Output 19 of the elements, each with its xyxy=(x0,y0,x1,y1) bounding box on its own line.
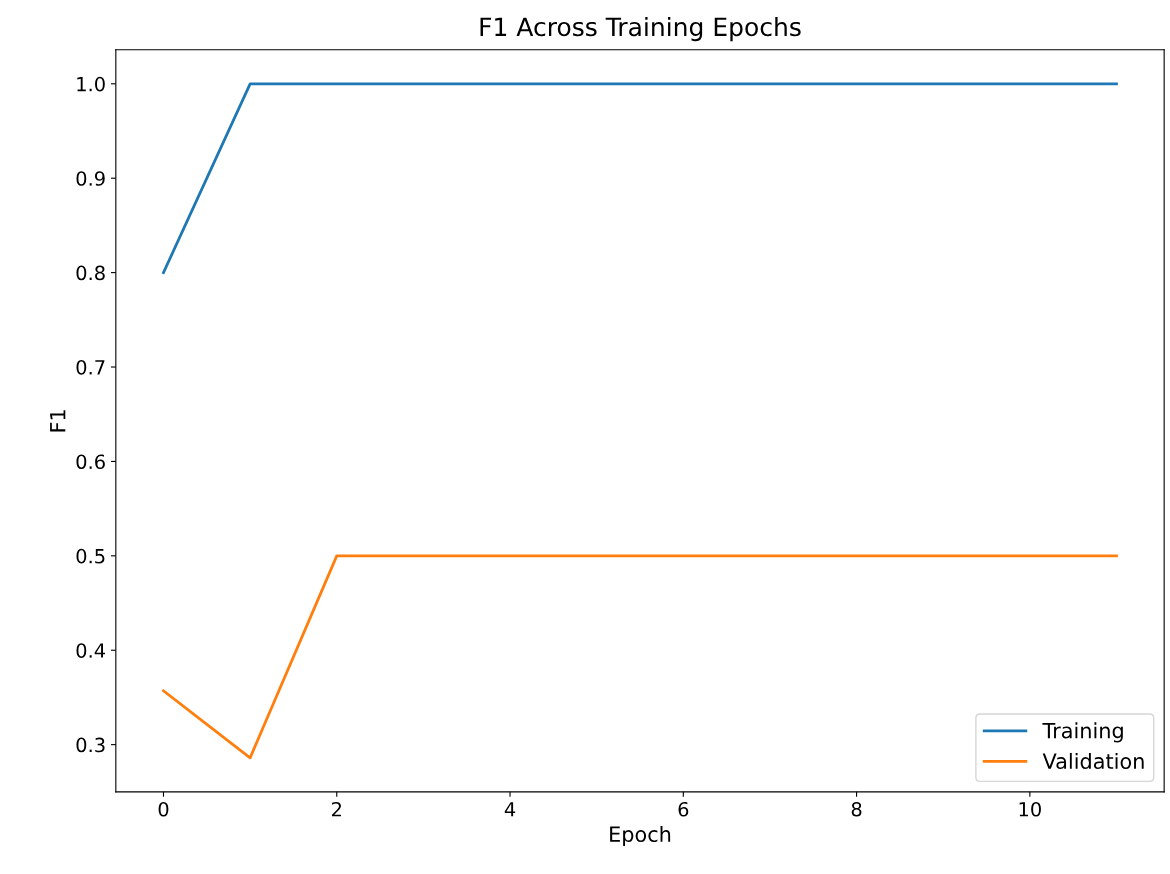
y-tick-label: 0.4 xyxy=(76,643,106,658)
y-axis-title: F1 xyxy=(50,410,66,432)
x-tick-label: 0 xyxy=(158,801,169,817)
legend-label: Validation xyxy=(1042,752,1144,770)
x-axis-title: Epoch xyxy=(610,825,671,847)
y-tick-label: 0.7 xyxy=(76,359,105,375)
y-tick-label: 1.0 xyxy=(77,76,105,92)
x-tick-label: 4 xyxy=(504,802,516,817)
y-tick-label: 0.5 xyxy=(76,548,105,564)
y-tick-label: 0.6 xyxy=(76,454,105,470)
x-tick-label: 2 xyxy=(332,801,341,817)
x-tick-label: 10 xyxy=(1019,801,1041,817)
y-tick-label: 0.3 xyxy=(76,737,105,753)
legend-label: Training xyxy=(1042,722,1123,743)
chart-title: F1 Across Training Epochs xyxy=(480,16,801,42)
y-tick-label: 0.9 xyxy=(76,171,105,186)
x-tick-label: 6 xyxy=(678,801,689,817)
y-tick-label: 0.8 xyxy=(76,265,105,281)
x-tick-label: 8 xyxy=(851,801,862,817)
